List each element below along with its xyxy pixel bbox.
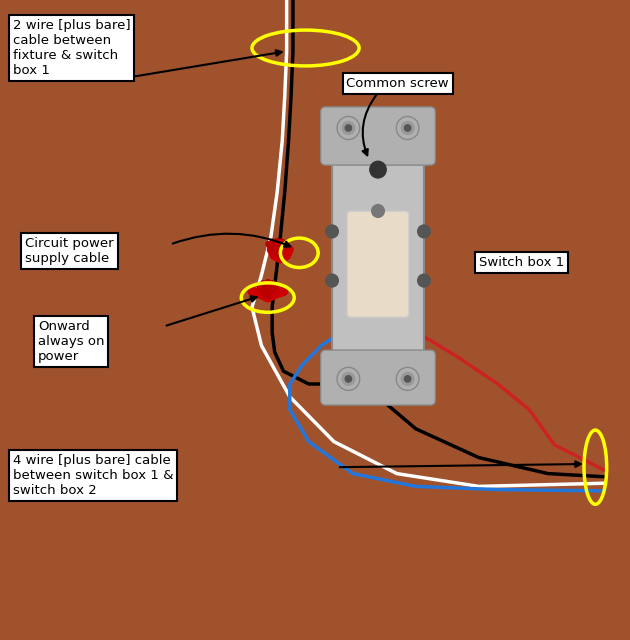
Circle shape	[372, 205, 384, 218]
Text: 2 wire [plus bare]
cable between
fixture & switch
box 1: 2 wire [plus bare] cable between fixture…	[13, 19, 130, 77]
FancyBboxPatch shape	[321, 350, 435, 405]
Text: 4 wire [plus bare] cable
between switch box 1 &
switch box 2: 4 wire [plus bare] cable between switch …	[13, 454, 173, 497]
Circle shape	[401, 122, 414, 134]
Circle shape	[342, 372, 355, 385]
Circle shape	[418, 274, 430, 287]
Circle shape	[326, 225, 338, 238]
Text: Onward
always on
power: Onward always on power	[38, 320, 105, 363]
FancyBboxPatch shape	[332, 148, 424, 364]
Circle shape	[396, 116, 419, 140]
Circle shape	[370, 161, 386, 178]
Circle shape	[404, 125, 411, 131]
Text: Circuit power
supply cable: Circuit power supply cable	[25, 237, 114, 265]
Circle shape	[326, 274, 338, 287]
Circle shape	[418, 225, 430, 238]
Circle shape	[345, 125, 352, 131]
Circle shape	[342, 122, 355, 134]
Circle shape	[337, 116, 360, 140]
Circle shape	[404, 376, 411, 382]
Text: Switch box 1: Switch box 1	[479, 256, 564, 269]
Circle shape	[337, 367, 360, 390]
Circle shape	[345, 376, 352, 382]
Text: Common screw: Common screw	[346, 77, 449, 90]
Circle shape	[401, 372, 414, 385]
Circle shape	[396, 367, 419, 390]
FancyBboxPatch shape	[321, 107, 435, 165]
FancyBboxPatch shape	[347, 211, 409, 317]
